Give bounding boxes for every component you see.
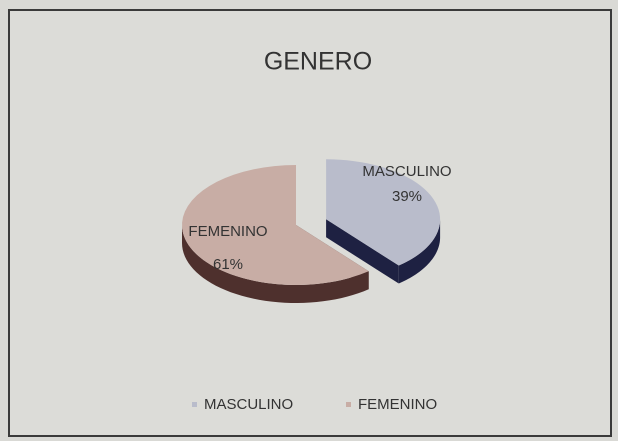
slice-value-label: 61% [213, 256, 243, 273]
legend-swatch [346, 402, 351, 407]
pie-slice [182, 165, 369, 303]
slice-value-label: 39% [392, 188, 422, 205]
slice-side [182, 225, 369, 303]
slice-top [182, 165, 369, 285]
slice-label: FEMENINO [188, 223, 267, 240]
slice-label: MASCULINO [362, 163, 451, 180]
chart-frame [8, 9, 612, 437]
pie-slice [326, 159, 441, 284]
legend-label: FEMENINO [358, 396, 437, 413]
legend-swatch [192, 402, 197, 407]
legend-label: MASCULINO [204, 396, 293, 413]
slice-cut-face [326, 219, 399, 284]
slice-side [398, 219, 441, 284]
chart-title: GENERO [264, 48, 372, 76]
slice-top [326, 159, 441, 266]
